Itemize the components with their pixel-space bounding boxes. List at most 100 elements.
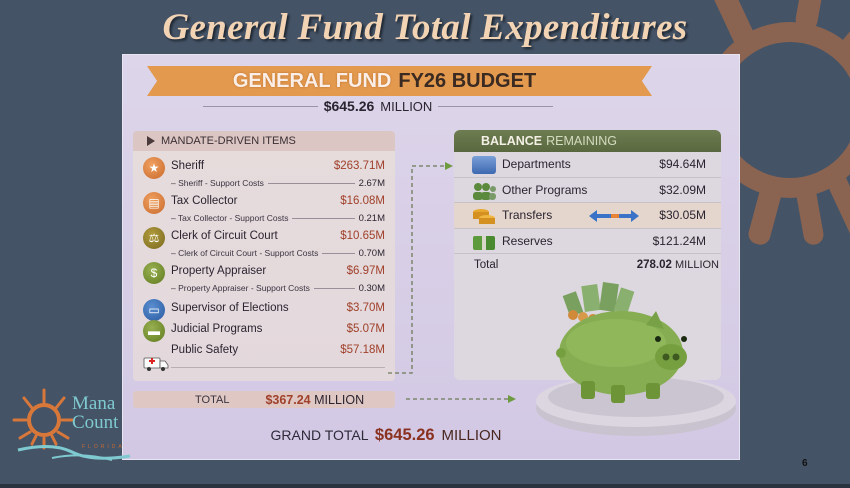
item-label: Tax Collector xyxy=(171,194,238,207)
item-label: Property Appraiser xyxy=(171,264,267,277)
item-value: $5.07M xyxy=(346,322,385,335)
play-triangle-icon xyxy=(147,136,155,146)
ballot-box-icon: ▭ xyxy=(143,299,165,321)
coins-icon xyxy=(473,209,495,224)
item-label: Sheriff xyxy=(171,159,205,172)
budget-infographic: GENERAL FUND FY26 BUDGET $645.26 MILLION… xyxy=(122,54,740,460)
item-value: $16.08M xyxy=(340,194,385,207)
briefcase-icon: ▬ xyxy=(143,320,165,342)
budget-total-line: $645.26 MILLION xyxy=(203,97,553,115)
logo-subtitle: FLORIDA xyxy=(82,444,125,450)
list-item-other-programs: Other Programs $32.09M xyxy=(454,178,721,203)
county-logo-text: Mana Count xyxy=(72,394,118,432)
item-value: $94.64M xyxy=(659,157,706,172)
balance-total-value: 278.02 MILLION xyxy=(637,259,719,271)
balance-total-label: Total xyxy=(474,259,499,271)
mandate-header-label: MANDATE-DRIVEN ITEMS xyxy=(161,135,296,147)
grand-total-amount: $645.26 xyxy=(374,426,435,444)
mandate-header: MANDATE-DRIVEN ITEMS xyxy=(133,131,395,151)
item-value: $30.05M xyxy=(659,208,706,223)
budget-ribbon-banner: GENERAL FUND FY26 BUDGET xyxy=(147,66,652,96)
list-item-judicial-programs: ▬ Judicial Programs $5.07M xyxy=(133,319,395,342)
piggy-bank-illustration xyxy=(536,282,736,436)
mandate-total-unit: MILLION xyxy=(314,392,365,407)
list-subitem: – Property Appraiser - Support Costs 0.3… xyxy=(133,280,395,296)
page-number: 6 xyxy=(802,458,808,469)
bottom-bar xyxy=(0,484,850,488)
subitem-label: – Clerk of Circuit Court - Support Costs xyxy=(171,248,319,258)
subitem-value: 0.30M xyxy=(358,282,385,294)
mandate-total-amount: $367.24 xyxy=(265,392,311,407)
scales-icon: ⚖ xyxy=(143,227,165,249)
money-house-icon: $ xyxy=(143,262,165,284)
document-icon: ▤ xyxy=(143,192,165,214)
grand-total: GRAND TOTAL $645.26 MILLION xyxy=(123,426,739,445)
divider xyxy=(171,367,385,368)
item-value: $3.70M xyxy=(346,301,385,314)
item-label: Other Programs xyxy=(502,182,588,197)
list-subitem: – Clerk of Circuit Court - Support Costs… xyxy=(133,245,395,261)
item-label: Transfers xyxy=(502,208,553,223)
list-subitem: – Tax Collector - Support Costs 0.21M xyxy=(133,210,395,226)
balance-header-bold: BALANCE xyxy=(481,134,543,148)
item-value: $57.18M xyxy=(340,343,385,356)
item-label: Clerk of Circuit Court xyxy=(171,229,278,242)
county-sun-logo-icon xyxy=(12,388,131,461)
divider xyxy=(267,182,355,184)
logo-line2: Count xyxy=(72,412,119,433)
balance-header: BALANCE REMAINING xyxy=(454,130,721,152)
divider xyxy=(313,287,355,289)
item-label: Reserves xyxy=(502,233,553,248)
mandate-total-bar: TOTAL $367.24 MILLION xyxy=(133,391,395,408)
logo-line1: Mana xyxy=(72,393,116,414)
item-value: $10.65M xyxy=(340,229,385,242)
ribbon-title-dark: FY26 BUDGET xyxy=(398,69,537,92)
item-value: $32.09M xyxy=(659,182,706,197)
mandate-total-label: TOTAL xyxy=(195,393,230,406)
divider xyxy=(203,105,318,107)
subitem-label: – Sheriff - Support Costs xyxy=(171,178,264,188)
ribbon-title-light: GENERAL FUND xyxy=(232,69,392,92)
folder-icon xyxy=(472,156,496,174)
item-label: Supervisor of Elections xyxy=(171,301,289,314)
subitem-value: 0.21M xyxy=(358,212,385,224)
list-item-reserves: Reserves $121.24M xyxy=(454,229,721,254)
list-subitem: – Sheriff - Support Costs 2.67M xyxy=(133,175,395,191)
balance-header-thin: REMAINING xyxy=(546,134,617,148)
grand-total-label: GRAND TOTAL xyxy=(270,427,369,443)
balance-remaining-box: BALANCE REMAINING Departments $94.64M Ot… xyxy=(454,130,721,380)
list-item-transfers: Transfers $30.05M xyxy=(454,203,721,229)
item-value: $6.97M xyxy=(346,264,385,277)
bidirectional-arrow-icon xyxy=(589,210,639,222)
item-label: Departments xyxy=(502,157,571,172)
grand-total-unit: MILLION xyxy=(441,427,502,444)
divider xyxy=(322,252,355,254)
mandate-total-value: $367.24 MILLION xyxy=(265,393,364,407)
list-item-property-appraiser: $ Property Appraiser $6.97M xyxy=(133,261,395,284)
subitem-label: – Tax Collector - Support Costs xyxy=(171,213,289,223)
budget-total-amount: $645.26 xyxy=(323,98,375,114)
divider xyxy=(438,105,553,107)
divider xyxy=(292,217,355,219)
list-item-departments: Departments $94.64M xyxy=(454,152,721,178)
slide-title: General Fund Total Expenditures xyxy=(162,7,688,48)
budget-total-unit: MILLION xyxy=(380,98,433,114)
item-value: $263.71M xyxy=(333,159,385,172)
list-item-public-safety: Public Safety $57.18M xyxy=(133,340,395,359)
list-item-sheriff: ★ Sheriff $263.71M xyxy=(133,156,395,179)
balance-total-unit: MILLION xyxy=(674,259,719,271)
ambulance-icon xyxy=(143,357,169,371)
list-item-tax-collector: ▤ Tax Collector $16.08M xyxy=(133,191,395,214)
subitem-label: – Property Appraiser - Support Costs xyxy=(171,283,310,293)
balance-total-amount: 278.02 xyxy=(636,259,672,271)
subitem-value: 2.67M xyxy=(358,177,385,189)
list-item-supervisor-of-elections: ▭ Supervisor of Elections $3.70M xyxy=(133,298,395,321)
mandate-driven-items-box: MANDATE-DRIVEN ITEMS ★ Sheriff $263.71M … xyxy=(133,131,395,381)
cash-stack-icon xyxy=(473,235,495,250)
balance-total-row: Total 278.02 MILLION xyxy=(454,254,721,276)
item-value: $121.24M xyxy=(652,233,706,248)
star-icon: ★ xyxy=(143,157,165,179)
people-icon xyxy=(473,182,496,200)
item-label: Public Safety xyxy=(171,343,239,356)
item-label: Judicial Programs xyxy=(171,322,263,335)
